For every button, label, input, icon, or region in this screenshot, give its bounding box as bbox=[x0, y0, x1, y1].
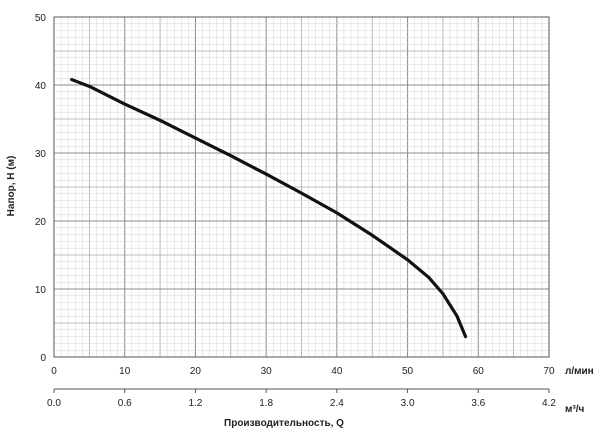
y-tick-label: 10 bbox=[35, 285, 47, 296]
y-tick-label: 0 bbox=[40, 353, 46, 364]
x-tick-label: 40 bbox=[331, 366, 343, 377]
secondary-x-tick-label: 1.2 bbox=[188, 398, 202, 409]
y-tick-label: 50 bbox=[35, 13, 47, 24]
head-flow-curve bbox=[70, 77, 468, 339]
secondary-x-tick-label: 3.6 bbox=[471, 398, 485, 409]
secondary-x-tick-label: 0.0 bbox=[47, 398, 61, 409]
y-tick-label: 40 bbox=[35, 81, 47, 92]
x-tick-label: 60 bbox=[473, 366, 485, 377]
secondary-x-tick-label: 2.4 bbox=[330, 398, 344, 409]
x-tick-label: 10 bbox=[119, 366, 131, 377]
x-tick-label: 0 bbox=[51, 366, 57, 377]
x-tick-label: 70 bbox=[543, 366, 555, 377]
y-tick-label: 20 bbox=[35, 217, 47, 228]
grid bbox=[53, 16, 550, 358]
secondary-x-tick-label: 3.0 bbox=[401, 398, 415, 409]
x-axis-title: Производительность, Q bbox=[224, 418, 344, 429]
secondary-x-tick-label: 1.8 bbox=[259, 398, 273, 409]
axes: 0 10 20 30 40 50 0 10 20 30 40 50 60 70 0.0 0.6 1.2 1.8 2.… bbox=[35, 13, 557, 409]
y-tick-label: 30 bbox=[35, 149, 47, 160]
x-tick-label: 30 bbox=[261, 366, 273, 377]
series bbox=[70, 77, 468, 339]
x-primary-unit-label: л/мин bbox=[565, 366, 594, 377]
plot-frame bbox=[53, 16, 550, 358]
x-tick-label: 50 bbox=[402, 366, 414, 377]
y-axis-title: Напор, Н (м) bbox=[6, 156, 17, 217]
secondary-x-tick-label: 4.2 bbox=[542, 398, 556, 409]
x-tick-label: 20 bbox=[190, 366, 202, 377]
secondary-x-tick-label: 0.6 bbox=[118, 398, 132, 409]
x-secondary-unit-label: м³/ч bbox=[565, 404, 585, 415]
